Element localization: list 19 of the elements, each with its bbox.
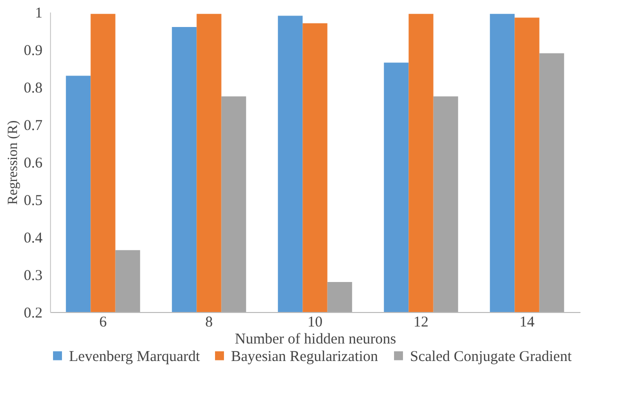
x-tick-label: 14 <box>520 314 535 330</box>
y-tick-label: 0.3 <box>24 268 42 284</box>
y-tick-label: 0.8 <box>24 80 42 96</box>
x-tick-label: 12 <box>414 314 428 330</box>
y-tick-label: 0.6 <box>24 156 43 172</box>
legend-label: Levenberg Marquardt <box>69 348 201 365</box>
x-tick-label: 6 <box>99 314 108 330</box>
x-axis-title: Number of hidden neurons <box>234 332 396 348</box>
y-axis-title: Regression (R) <box>6 120 21 205</box>
y-tick-label: 0.4 <box>24 230 43 246</box>
y-tick-label: 1 <box>35 6 42 22</box>
y-tick-label: 0.7 <box>24 118 43 134</box>
x-tick-label: 10 <box>308 314 322 330</box>
y-tick-label: 0.9 <box>24 43 42 59</box>
legend-label: Bayesian Regularization <box>231 348 379 365</box>
y-tick-label: 0.5 <box>24 193 42 209</box>
x-tick-label: 8 <box>205 314 213 330</box>
legend-label: Scaled Conjugate Gradient <box>410 348 572 365</box>
y-tick-label: 0.2 <box>24 306 42 322</box>
